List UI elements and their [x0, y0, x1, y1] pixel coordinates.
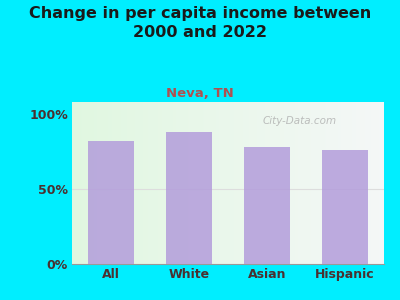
Text: Neva, TN: Neva, TN — [166, 87, 234, 100]
Text: Change in per capita income between
2000 and 2022: Change in per capita income between 2000… — [29, 6, 371, 40]
Bar — [244, 147, 290, 264]
Bar — [166, 132, 212, 264]
Text: City-Data.com: City-Data.com — [263, 116, 337, 126]
Bar — [88, 141, 134, 264]
Bar — [322, 150, 368, 264]
